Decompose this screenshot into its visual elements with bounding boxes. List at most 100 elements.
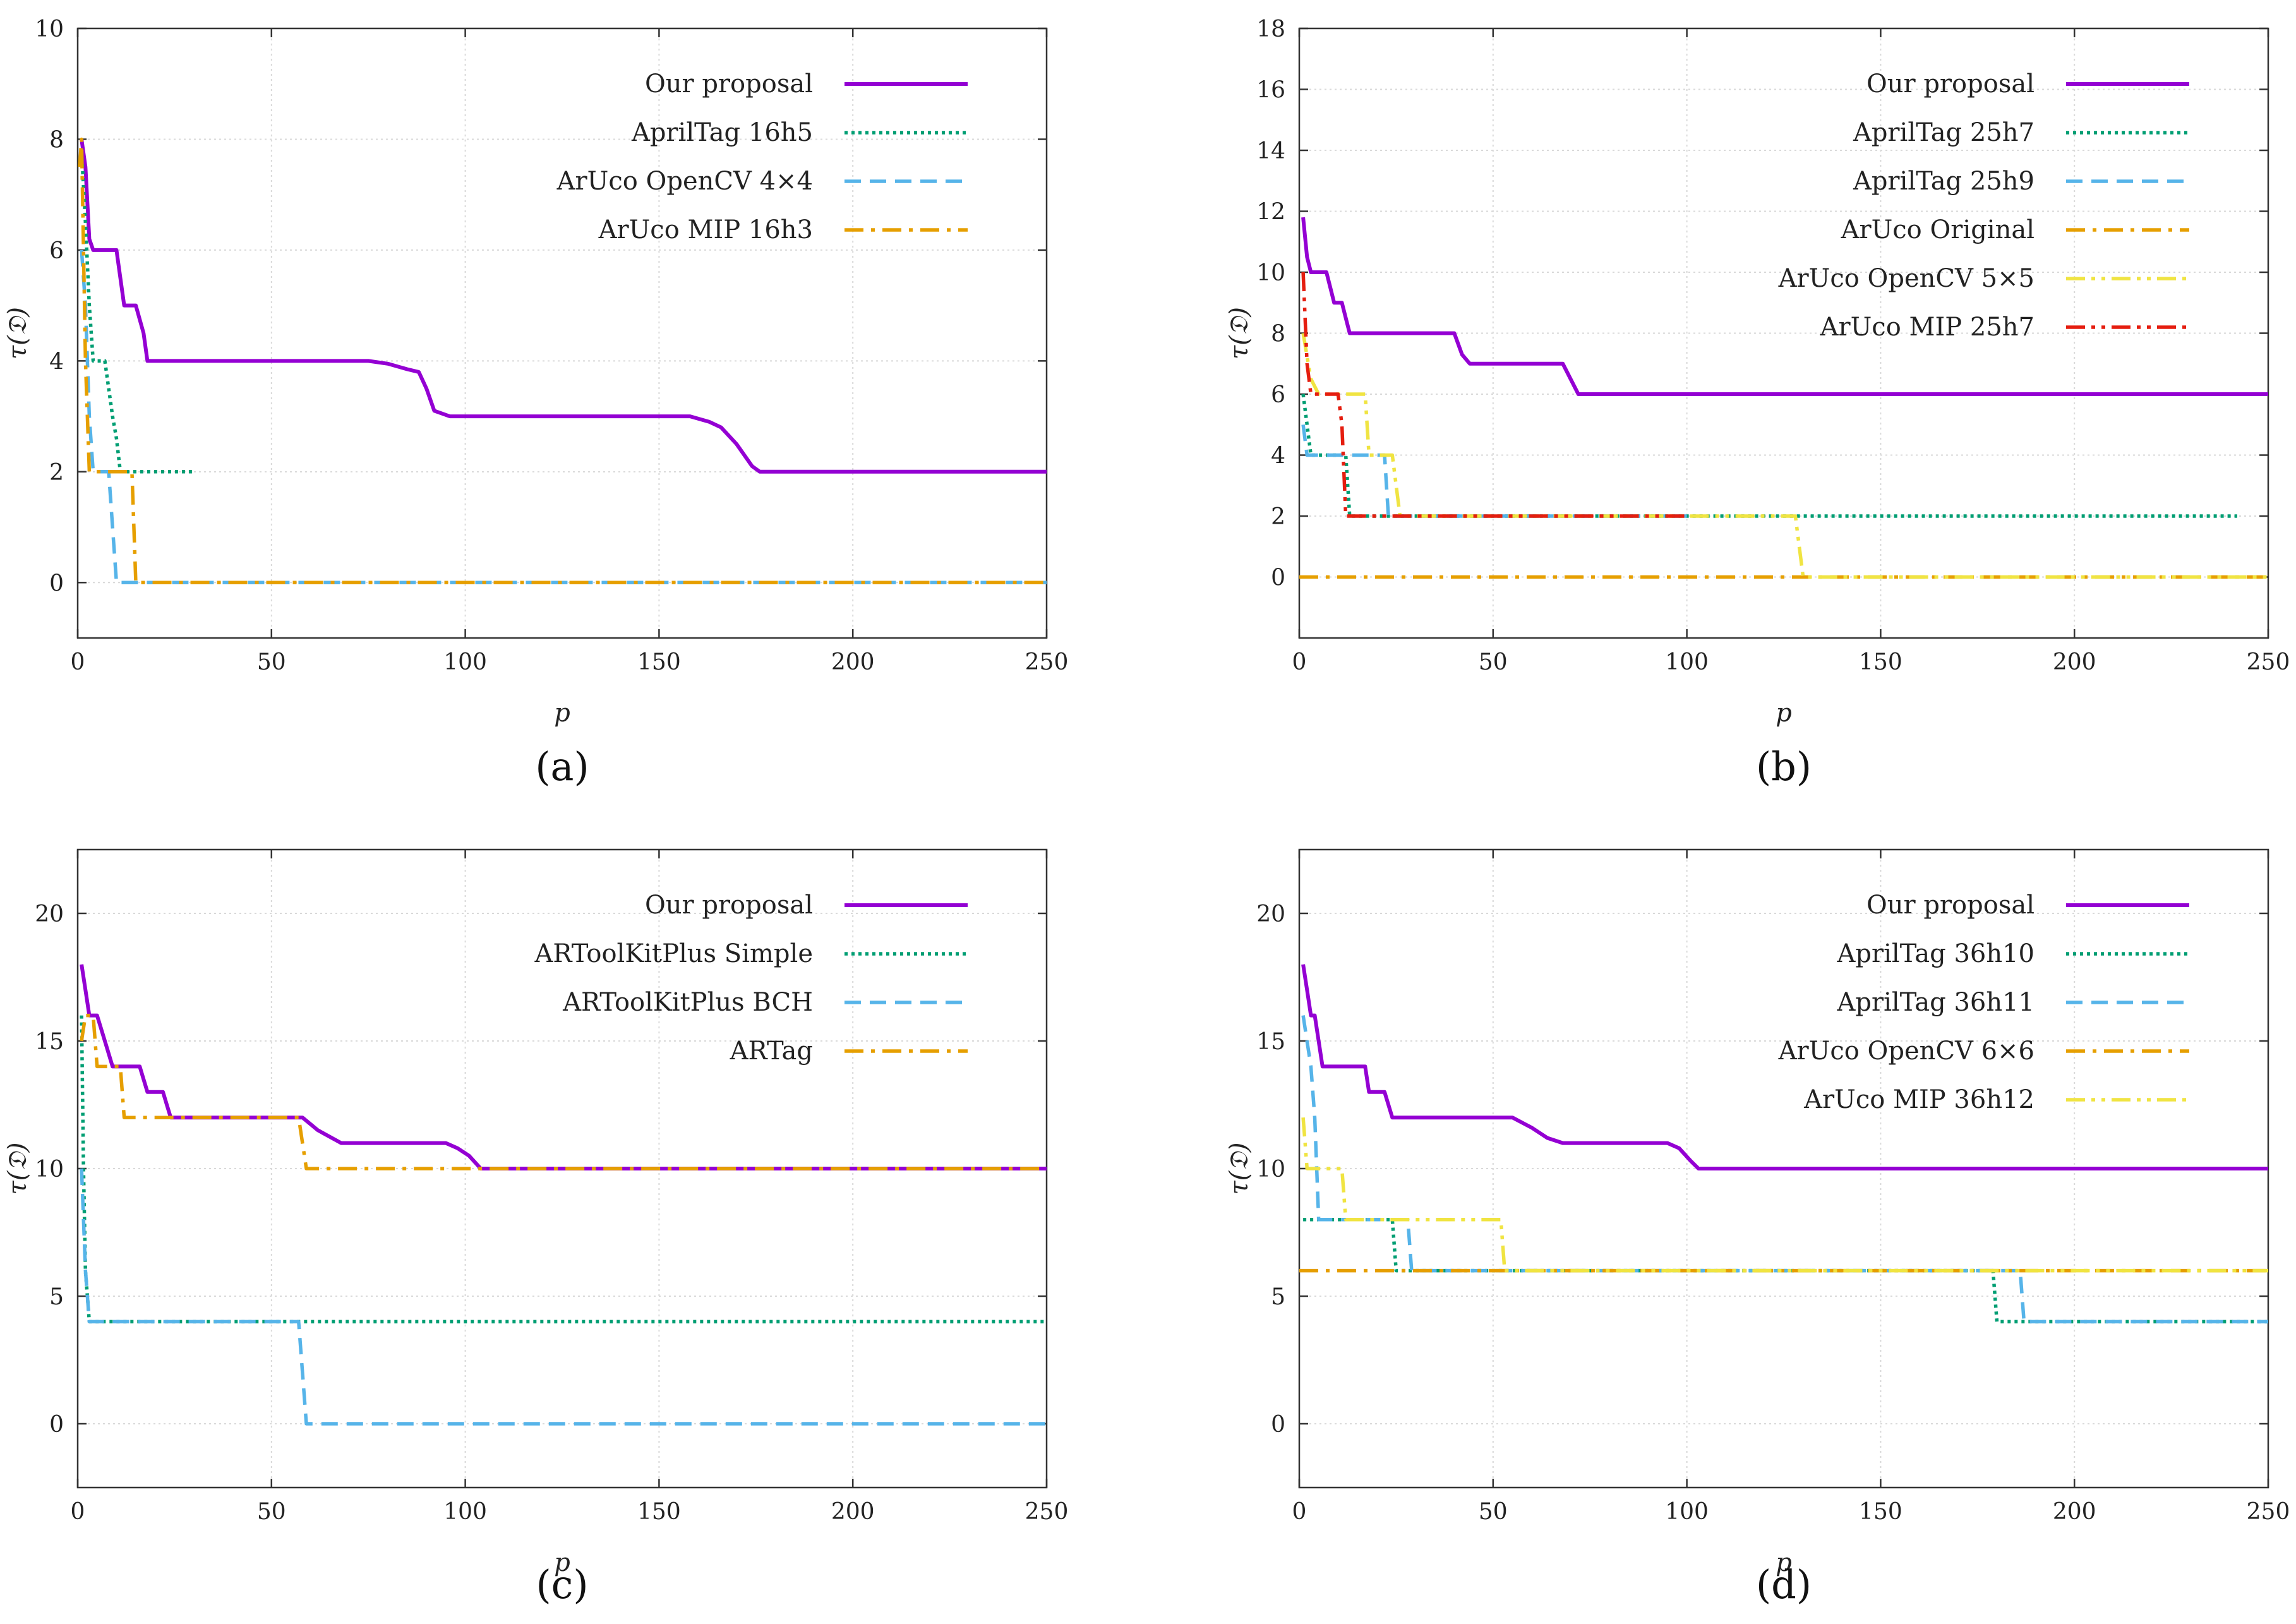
y-tick-label: 4 xyxy=(49,349,64,375)
y-tick-label: 10 xyxy=(1256,1157,1285,1182)
x-tick-label: 250 xyxy=(1025,1499,1069,1525)
legend-entry-label: ArUco OpenCV 6×6 xyxy=(1778,1037,2035,1066)
x-tick-label: 50 xyxy=(257,649,286,675)
y-tick-label: 10 xyxy=(1256,260,1285,286)
legend-entry-label: Our proposal xyxy=(1866,891,2035,920)
series-line-our-proposal xyxy=(1301,217,2268,396)
legend-entry-label: AprilTag 16h5 xyxy=(631,118,813,147)
x-tick-label: 150 xyxy=(637,1499,681,1525)
series-group xyxy=(78,137,1047,585)
y-axis-label: τ(𝔇) xyxy=(3,1142,32,1194)
legend-entry-label: ARToolKitPlus BCH xyxy=(562,988,813,1017)
series-group xyxy=(1299,217,2268,579)
x-tick-label: 100 xyxy=(1665,649,1709,675)
x-tick-label: 100 xyxy=(443,649,487,675)
series-line-aruco-opencv-5-5 xyxy=(1301,333,2268,579)
y-tick-label: 16 xyxy=(1256,78,1285,104)
series-line-our-proposal xyxy=(1301,964,2268,1170)
plot-frame xyxy=(76,27,1048,639)
panel-label: (c) xyxy=(536,1561,588,1608)
y-tick-label: 20 xyxy=(35,901,64,927)
y-tick-label: 5 xyxy=(49,1284,64,1310)
chart-panel-2: 0 50 100 150 200 250 0 2 4 6 8 10 12 14 16 18 p τ(𝔇) Our p… xyxy=(1225,16,2290,790)
legend-entry-label: ArUco MIP 16h3 xyxy=(598,215,813,244)
y-tick-label: 6 xyxy=(1271,382,1285,408)
y-axis-label: τ(𝔇) xyxy=(1225,307,1254,359)
series-line-aruco-opencv-4-4 xyxy=(80,250,1047,585)
legend-entry-label: AprilTag 25h9 xyxy=(1853,167,2035,196)
legend-entry-label: Our proposal xyxy=(645,891,813,920)
y-tick-label: 8 xyxy=(1271,322,1285,347)
series-line-artag xyxy=(80,1013,1047,1170)
legend-entry-label: ARToolKitPlus Simple xyxy=(534,939,814,968)
legend-entry-label: ARTag xyxy=(730,1037,813,1066)
series-line-apriltag-25h9 xyxy=(1301,424,1687,518)
series-line-apriltag-16h5 xyxy=(80,150,195,474)
y-tick-label: 12 xyxy=(1256,200,1285,226)
x-tick-label: 50 xyxy=(257,1499,286,1525)
y-tick-label: 4 xyxy=(1271,443,1285,469)
legend-entry-label: AprilTag 36h11 xyxy=(1837,988,2035,1017)
series-group xyxy=(1299,964,2268,1324)
series-line-our-proposal xyxy=(80,139,1047,474)
panel-label: (b) xyxy=(1756,743,1812,790)
chart-panel-1: 0 50 100 150 200 250 0 2 4 6 8 10 p τ(𝔇) Our proposal A… xyxy=(3,16,1068,790)
x-axis-label: p xyxy=(1776,699,1792,728)
chart-panel-3: 0 50 100 150 200 250 0 5 10 15 20 p τ(𝔇) Our proposal… xyxy=(3,848,1069,1608)
x-axis-label: p xyxy=(554,699,570,728)
y-tick-label: 15 xyxy=(1256,1029,1285,1055)
y-tick-label: 6 xyxy=(49,238,64,264)
legend-entry-label: ArUco OpenCV 5×5 xyxy=(1778,264,2035,293)
x-tick-label: 200 xyxy=(831,649,875,675)
y-tick-label: 0 xyxy=(49,570,64,596)
x-tick-label: 0 xyxy=(1292,649,1307,675)
legend-entry-label: AprilTag 36h10 xyxy=(1837,939,2035,968)
chart-panel-4: 0 50 100 150 200 250 0 5 10 15 20 p τ(𝔇) Our proposal… xyxy=(1225,848,2290,1608)
series-line-artoolkitplus-simple xyxy=(80,1015,1047,1324)
legend-entry-label: ArUco MIP 36h12 xyxy=(1803,1085,2035,1114)
y-tick-label: 14 xyxy=(1256,138,1285,164)
y-axis-label: τ(𝔇) xyxy=(3,307,32,359)
x-axis-label: p xyxy=(1776,1548,1792,1577)
series-line-aruco-mip-16h3 xyxy=(78,137,1047,585)
legend-entry-label: Our proposal xyxy=(645,69,813,99)
x-tick-label: 150 xyxy=(637,649,681,675)
panel-label: (d) xyxy=(1756,1561,1812,1608)
y-tick-label: 0 xyxy=(1271,1412,1285,1438)
legend-entry-label: ArUco MIP 25h7 xyxy=(1820,313,2035,342)
x-tick-label: 150 xyxy=(1859,1499,1902,1525)
series-line-our-proposal xyxy=(80,964,1047,1170)
y-tick-label: 2 xyxy=(49,460,64,486)
x-tick-label: 200 xyxy=(2053,649,2096,675)
x-tick-label: 100 xyxy=(1665,1499,1709,1525)
y-tick-label: 20 xyxy=(1256,901,1285,927)
x-tick-label: 100 xyxy=(443,1499,487,1525)
series-line-aruco-mip-36h12 xyxy=(1301,1117,2268,1273)
y-tick-label: 10 xyxy=(35,16,64,42)
x-tick-label: 0 xyxy=(71,649,85,675)
legend-entry-label: AprilTag 25h7 xyxy=(1853,118,2035,147)
legend-entry-label: Our proposal xyxy=(1866,69,2035,99)
x-tick-label: 200 xyxy=(2053,1499,2096,1525)
x-tick-label: 200 xyxy=(831,1499,875,1525)
legend-entry-label: ArUco OpenCV 4×4 xyxy=(556,167,813,196)
legend-entry-label: ArUco Original xyxy=(1841,215,2035,244)
panel-label: (a) xyxy=(535,743,589,790)
y-axis-label: τ(𝔇) xyxy=(1225,1142,1254,1194)
x-tick-label: 50 xyxy=(1479,649,1508,675)
x-axis-label: p xyxy=(554,1548,570,1577)
series-line-aruco-mip-25h7 xyxy=(1301,272,1687,518)
series-group xyxy=(80,964,1047,1426)
x-tick-label: 250 xyxy=(2247,649,2290,675)
x-tick-label: 150 xyxy=(1859,649,1902,675)
x-tick-label: 50 xyxy=(1479,1499,1508,1525)
x-tick-label: 0 xyxy=(71,1499,85,1525)
y-tick-label: 10 xyxy=(35,1157,64,1182)
y-tick-label: 18 xyxy=(1256,16,1285,42)
y-tick-label: 8 xyxy=(49,127,64,153)
y-tick-label: 5 xyxy=(1271,1284,1285,1310)
y-tick-label: 0 xyxy=(1271,565,1285,591)
x-tick-label: 250 xyxy=(1025,649,1069,675)
x-tick-label: 250 xyxy=(2247,1499,2290,1525)
